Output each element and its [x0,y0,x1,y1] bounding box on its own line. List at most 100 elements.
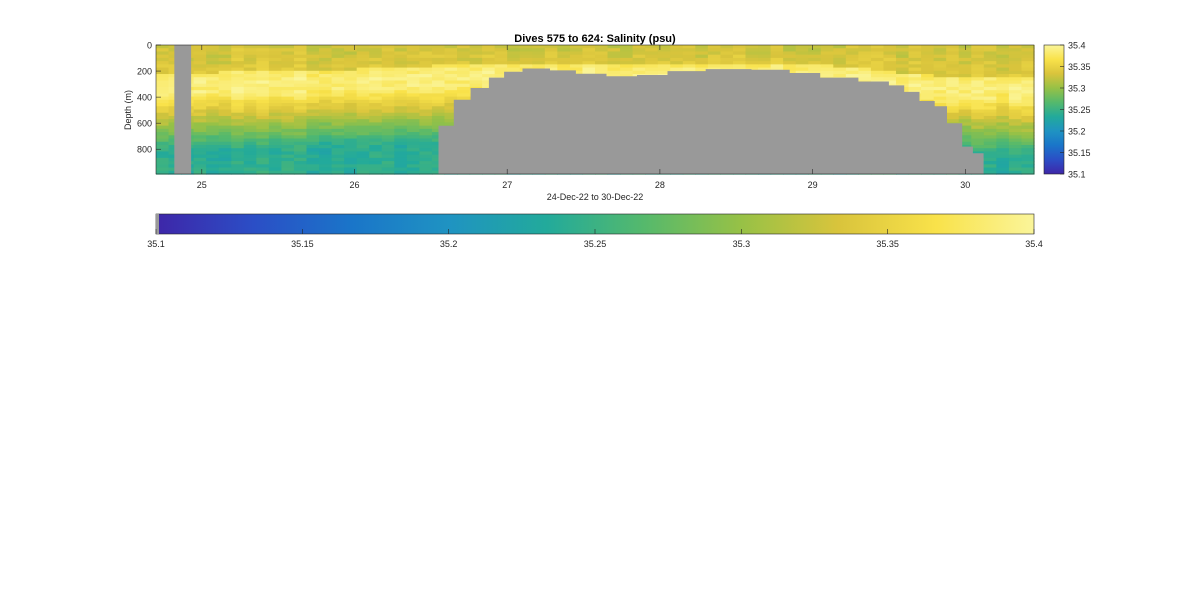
heatmap-cell [306,170,320,175]
y-tick-label: 400 [137,93,152,103]
heatmap-cell [971,61,985,65]
heatmap-cell [319,103,333,107]
heatmap-cell [971,74,985,78]
heatmap-cell [243,167,257,172]
heatmap-cell [256,170,270,175]
heatmap-cell [620,64,634,69]
heatmap-cell [281,103,295,107]
heatmap-cell [344,90,358,94]
heatmap-cell [971,93,985,98]
heatmap-cell [331,57,345,62]
heatmap-cell [344,128,358,133]
heatmap-cell [820,48,834,53]
heatmap-cell [457,48,471,53]
heatmap-cell [231,141,245,146]
heatmap-cell [1021,161,1035,165]
heatmap-cell [268,77,283,82]
heatmap-cell [607,51,621,56]
heatmap-cell [958,70,972,75]
heatmap-cell [419,135,433,140]
heatmap-cell [1008,128,1023,133]
heatmap-cell [319,51,333,56]
heatmap-cell [971,48,985,53]
heatmap-cell [1008,45,1023,49]
heatmap-cell [996,86,1010,91]
heatmap-cell [946,80,960,85]
heatmap-cell [946,57,960,62]
heatmap-cell [958,67,972,72]
heatmap-cell [595,48,609,53]
heatmap-cell [883,61,897,65]
heatmap-cell [306,51,320,56]
heatmap-cell [1021,151,1035,156]
heatmap-cell [419,164,433,169]
heatmap-cell [557,61,571,65]
heatmap-cell [983,70,997,75]
heatmap-cell [268,93,283,98]
heatmap-cell [356,115,370,120]
heatmap-cell [293,144,308,149]
heatmap-cell [896,61,910,65]
heatmap-cell [356,119,370,123]
heatmap-cell [394,128,408,133]
heatmap-cell [331,93,345,98]
heatmap-cell [557,64,571,69]
heatmap-cell [870,48,885,53]
heatmap-cell [356,170,370,175]
heatmap-cell [971,119,985,123]
heatmap-cell [983,167,997,172]
heatmap-cell [457,80,471,85]
heatmap-cell [394,57,408,62]
heatmap-cell [582,54,596,59]
heatmap-cell [281,48,295,53]
heatmap-cell [1008,93,1023,98]
heatmap-cell [983,103,997,107]
heatmap-cell [193,106,207,111]
vertical-colorbar-tick-label: 35.2 [1068,127,1086,137]
heatmap-cell [1021,119,1035,123]
heatmap-cell [695,51,709,56]
heatmap-cell [306,70,320,75]
heatmap-cell [444,90,458,94]
heatmap-cell [758,54,772,59]
heatmap-cell [331,148,345,153]
heatmap-cell [896,74,910,78]
heatmap-cell [381,61,395,65]
heatmap-cell [218,157,232,162]
heatmap-cell [281,115,295,120]
x-axis-label: 24-Dec-22 to 30-Dec-22 [547,192,644,202]
heatmap-cell [356,157,370,162]
heatmap-cell [256,141,270,146]
heatmap-cell [406,125,420,130]
heatmap-cell [431,45,446,49]
heatmap-cell [268,128,283,133]
heatmap-cell [243,67,257,72]
heatmap-cell [268,161,283,165]
heatmap-cell [344,106,358,111]
heatmap-cell [331,51,345,56]
heatmap-cell [331,45,345,49]
heatmap-cell [858,51,872,56]
x-tick-label: 30 [960,180,970,190]
heatmap-cell [1008,61,1023,65]
heatmap-cell [921,96,935,101]
heatmap-cell [519,57,533,62]
heatmap-cell [569,70,584,75]
heatmap-cell [193,83,207,88]
heatmap-cell [419,51,433,56]
heatmap-cell [870,51,885,56]
heatmap-cell [419,119,433,123]
heatmap-cell [193,122,207,127]
heatmap-cell [256,45,270,49]
heatmap-cell [770,54,784,59]
heatmap-cell [256,128,270,133]
heatmap-cell [268,141,283,146]
heatmap-cell [908,80,922,85]
heatmap-cell [431,74,446,78]
heatmap-cell [394,144,408,149]
heatmap-cell [406,64,420,69]
heatmap-cell [532,64,546,69]
heatmap-cell [695,45,709,49]
heatmap-cell [883,51,897,56]
heatmap-cell [983,115,997,120]
